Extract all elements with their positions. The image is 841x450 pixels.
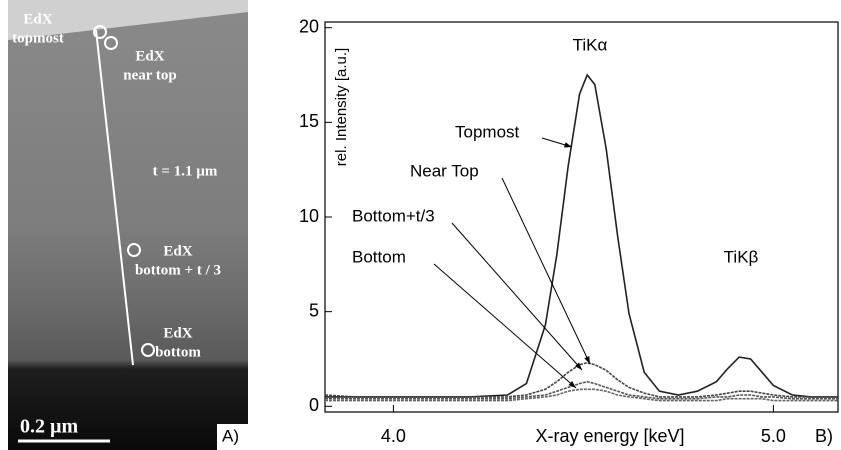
image-label: topmost xyxy=(12,30,64,46)
x-tick-label: 5.0 xyxy=(761,426,786,446)
image-label: bottom + t / 3 xyxy=(135,262,221,278)
image-label: EdX xyxy=(163,325,192,341)
y-tick-label: 20 xyxy=(299,16,319,36)
plot: 0 5 10 15 20 4.0 5.0 X-ray energy [keV] rel. Int… xyxy=(299,16,839,446)
image-background xyxy=(8,0,248,450)
arrow-head xyxy=(574,362,582,370)
y-axis-label: rel. Intensity [a.u.] xyxy=(333,48,350,166)
point xyxy=(93,25,107,39)
legend-label: Near Top xyxy=(410,161,479,180)
point xyxy=(104,36,118,50)
y-tick-label: 10 xyxy=(299,206,319,226)
x-tick-label: 4.0 xyxy=(381,426,406,446)
annotation: TiKα xyxy=(573,35,608,54)
series-line xyxy=(325,388,838,402)
image-label: bottom xyxy=(155,344,201,360)
point xyxy=(127,243,141,257)
point xyxy=(141,343,155,357)
panel-label: A) xyxy=(222,426,239,445)
arrow xyxy=(451,222,583,371)
y-tick-label: 0 xyxy=(309,395,319,415)
y-tick-label: 15 xyxy=(299,111,319,131)
image-label: t = 1.1 µm xyxy=(153,163,218,179)
arrow xyxy=(501,177,591,365)
annotation: TiKβ xyxy=(724,247,759,266)
arrow-head xyxy=(584,356,590,364)
legend-label: Bottom+t/3 xyxy=(352,206,435,225)
legend-label: Topmost xyxy=(455,122,520,141)
legend-label: Bottom xyxy=(352,247,406,266)
series-line xyxy=(325,380,838,400)
tem-image: 0.2 µm A) EdX topmost EdX near top t = 1.1 µ… xyxy=(8,0,248,450)
image-top xyxy=(8,0,248,40)
arrow-head xyxy=(564,142,572,148)
panel-label-box xyxy=(217,424,248,450)
series-line xyxy=(325,73,838,398)
scan-line xyxy=(95,29,134,366)
x-axis-label: X-ray energy [keV] xyxy=(535,426,684,446)
panel-label: B) xyxy=(815,426,833,446)
image-label: EdX xyxy=(135,48,164,64)
y-tick-label: 5 xyxy=(309,300,319,320)
arrow xyxy=(433,263,577,389)
image-label: near top xyxy=(123,67,176,83)
arrow-head xyxy=(568,380,576,388)
scale-label: 0.2 µm xyxy=(20,416,79,438)
image-label: EdX xyxy=(163,243,192,259)
image-label: EdX xyxy=(23,11,52,27)
series-line xyxy=(324,361,838,398)
